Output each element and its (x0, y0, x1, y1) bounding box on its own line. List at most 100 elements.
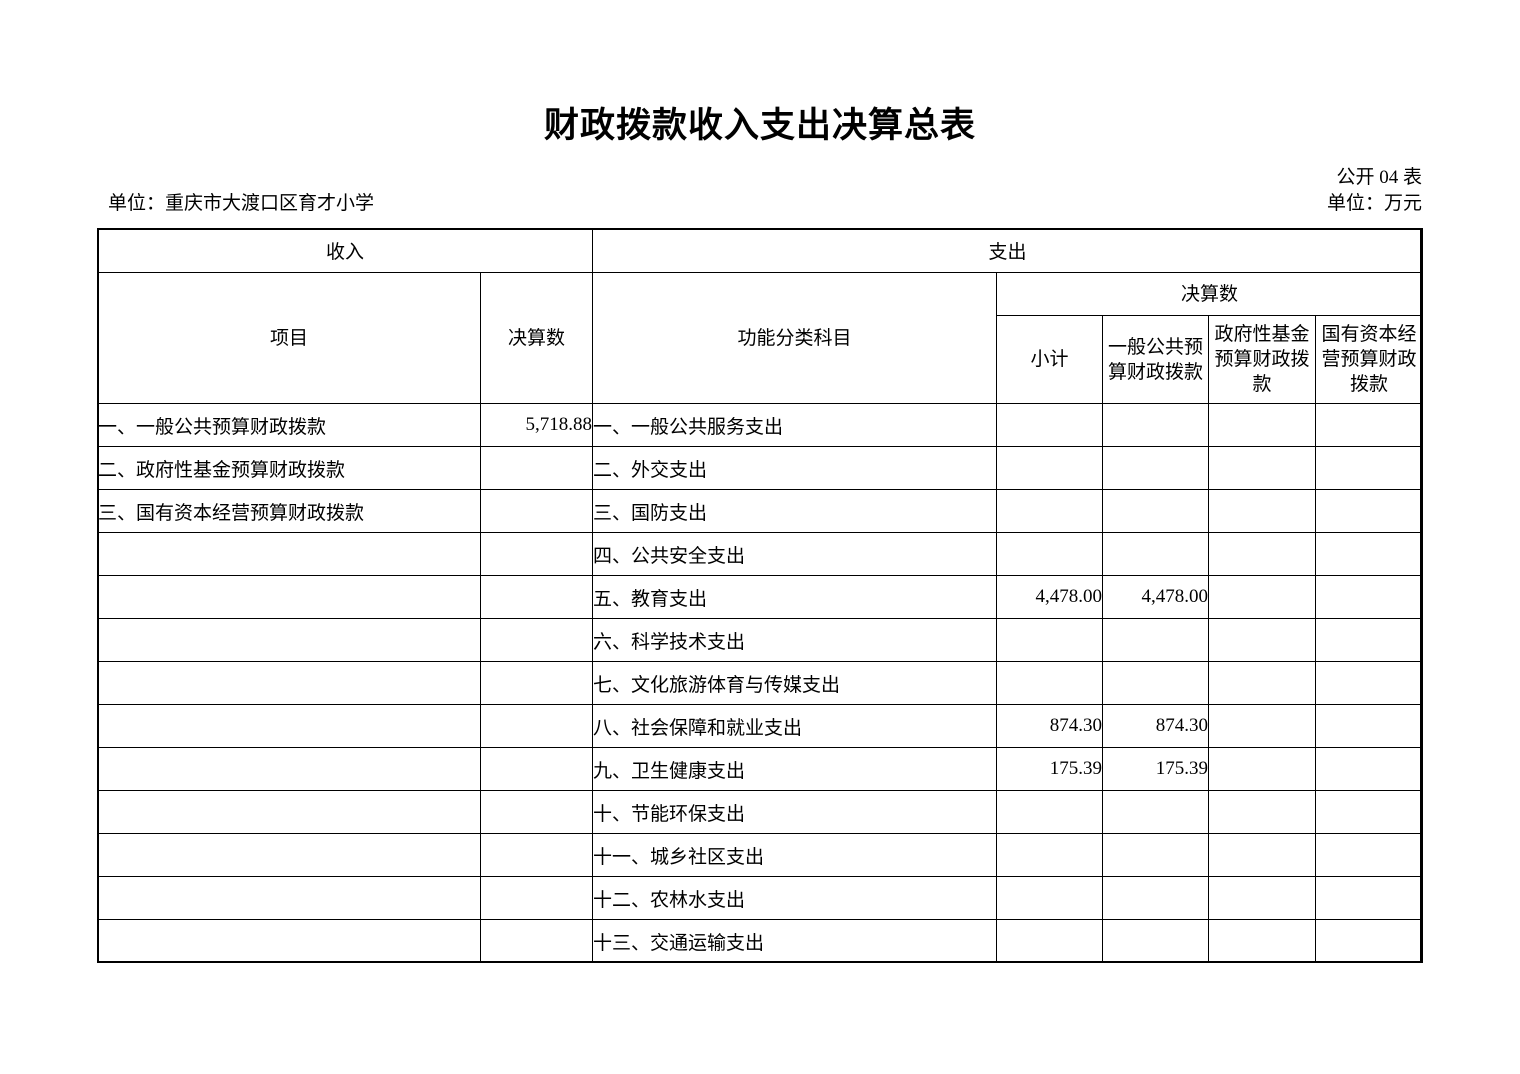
general-budget-cell (1102, 661, 1210, 705)
function-category-cell: 二、外交支出 (592, 446, 998, 490)
fund-budget-cell (1208, 790, 1317, 834)
income-final-cell (479, 532, 594, 576)
table-subheader-row-2: 小计 一般公共预算财政拨款 政府性基金预算财政拨款 国有资本经营预算财政拨款 (98, 315, 1424, 404)
income-final-cell: 5,718.88 (479, 403, 594, 447)
function-category-cell: 七、文化旅游体育与传媒支出 (592, 661, 998, 705)
fund-budget-cell (1208, 618, 1317, 662)
fund-budget-cell (1208, 532, 1317, 576)
function-category-cell: 四、公共安全支出 (592, 532, 998, 576)
income-final-cell (479, 489, 594, 533)
header-income-group: 收入 (96, 228, 594, 273)
capital-budget-cell (1315, 575, 1424, 619)
table-row: 七、文化旅游体育与传媒支出 (97, 661, 1424, 705)
income-item-cell (97, 704, 481, 748)
income-final-cell (479, 833, 594, 877)
form-number-label: 公开 04 表 (1336, 167, 1422, 188)
capital-budget-cell (1315, 661, 1424, 705)
capital-budget-cell (1315, 833, 1424, 877)
budget-table-wrapper: 收入 支出 项目 决算数 功能分类科目 决算数 小计 一般公共预算财政拨款 政府… (96, 228, 1424, 963)
capital-budget-cell (1315, 446, 1424, 490)
income-item-cell (97, 919, 481, 963)
fund-budget-cell (1208, 833, 1317, 877)
general-budget-cell (1102, 532, 1210, 576)
income-item-cell (97, 747, 481, 791)
income-item-cell (97, 532, 481, 576)
table-row: 十一、城乡社区支出 (97, 833, 1424, 877)
income-item-cell (97, 876, 481, 920)
subtotal-cell: 175.39 (996, 747, 1104, 791)
subtotal-cell (996, 661, 1104, 705)
capital-budget-cell (1315, 489, 1424, 533)
income-item-cell (97, 618, 481, 662)
header-function-category: 功能分类科目 (592, 272, 998, 404)
table-row: 十、节能环保支出 (97, 790, 1424, 834)
income-item-cell: 二、政府性基金预算财政拨款 (97, 446, 481, 490)
general-budget-cell: 874.30 (1102, 704, 1210, 748)
income-item-cell: 一、一般公共预算财政拨款 (97, 403, 481, 447)
fund-budget-cell (1208, 446, 1317, 490)
general-budget-cell (1102, 833, 1210, 877)
function-category-cell: 十三、交通运输支出 (592, 919, 998, 963)
subtotal-cell (996, 532, 1104, 576)
function-category-cell: 十二、农林水支出 (592, 876, 998, 920)
subtotal-cell (996, 790, 1104, 834)
income-final-cell (479, 790, 594, 834)
header-state-capital-budget: 国有资本经营预算财政拨款 (1315, 315, 1424, 404)
subtotal-cell (996, 489, 1104, 533)
subtotal-cell: 4,478.00 (996, 575, 1104, 619)
table-group-header-row: 收入 支出 (96, 228, 1424, 273)
capital-budget-cell (1315, 876, 1424, 920)
income-final-cell (479, 919, 594, 963)
header-income-item: 项目 (97, 272, 481, 404)
fund-budget-cell (1208, 876, 1317, 920)
general-budget-cell (1102, 790, 1210, 834)
income-final-cell (479, 876, 594, 920)
general-budget-cell (1102, 919, 1210, 963)
budget-table: 收入 支出 项目 决算数 功能分类科目 决算数 小计 一般公共预算财政拨款 政府… (96, 228, 1424, 963)
capital-budget-cell (1315, 790, 1424, 834)
fund-budget-cell (1208, 704, 1317, 748)
page-title: 财政拨款收入支出决算总表 (543, 106, 976, 145)
unit-amount-label: 单位：万元 (1326, 193, 1422, 214)
capital-budget-cell (1315, 403, 1424, 447)
table-row: 二、政府性基金预算财政拨款 二、外交支出 (97, 446, 1424, 490)
capital-budget-cell (1315, 747, 1424, 791)
table-row: 四、公共安全支出 (97, 532, 1424, 576)
capital-budget-cell (1315, 532, 1424, 576)
subtotal-cell (996, 919, 1104, 963)
income-item-cell (97, 575, 481, 619)
table-row: 八、社会保障和就业支出 874.30 874.30 (97, 704, 1424, 748)
function-category-cell: 六、科学技术支出 (592, 618, 998, 662)
income-item-cell (97, 661, 481, 705)
general-budget-cell (1102, 876, 1210, 920)
subtotal-cell (996, 446, 1104, 490)
header-expenditure-final: 决算数 (996, 272, 1424, 316)
function-category-cell: 九、卫生健康支出 (592, 747, 998, 791)
table-row: 十二、农林水支出 (97, 876, 1424, 920)
unit-name-label: 单位：重庆市大渡口区育才小学 (108, 193, 375, 214)
general-budget-cell (1102, 446, 1210, 490)
function-category-cell: 八、社会保障和就业支出 (592, 704, 998, 748)
capital-budget-cell (1315, 704, 1424, 748)
income-final-cell (479, 704, 594, 748)
table-row: 一、一般公共预算财政拨款 5,718.88 一、一般公共服务支出 (97, 403, 1424, 447)
general-budget-cell (1102, 618, 1210, 662)
table-row: 九、卫生健康支出 175.39 175.39 (97, 747, 1424, 791)
income-final-cell (479, 618, 594, 662)
income-final-cell (479, 446, 594, 490)
header-government-fund-budget: 政府性基金预算财政拨款 (1208, 315, 1317, 404)
header-income-final: 决算数 (479, 272, 594, 404)
fund-budget-cell (1208, 575, 1317, 619)
table-row: 五、教育支出 4,478.00 4,478.00 (97, 575, 1424, 619)
header-subtotal: 小计 (996, 315, 1104, 404)
header-general-public-budget: 一般公共预算财政拨款 (1102, 315, 1210, 404)
fund-budget-cell (1208, 747, 1317, 791)
general-budget-cell: 4,478.00 (1102, 575, 1210, 619)
table-row: 三、国有资本经营预算财政拨款 三、国防支出 (97, 489, 1424, 533)
capital-budget-cell (1315, 919, 1424, 963)
function-category-cell: 十、节能环保支出 (592, 790, 998, 834)
header-expenditure-group: 支出 (592, 228, 1424, 273)
income-final-cell (479, 747, 594, 791)
fund-budget-cell (1208, 489, 1317, 533)
